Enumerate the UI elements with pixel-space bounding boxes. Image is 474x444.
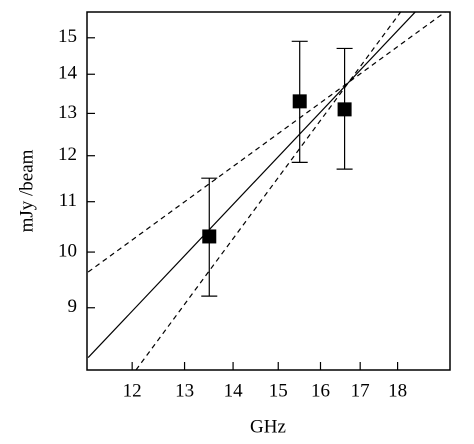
data-point [292, 94, 307, 109]
plot-frame [86, 11, 451, 371]
y-tick-label: 11 [59, 190, 77, 211]
x-tick-label: 15 [269, 380, 288, 401]
y-tick-label: 14 [58, 63, 78, 84]
y-tick-label: 10 [58, 240, 77, 261]
x-tick-label: 14 [224, 380, 244, 401]
x-axis-label: GHz [250, 416, 286, 437]
x-tick-label: 13 [175, 380, 194, 401]
fit-line [87, 12, 446, 273]
data-point [337, 102, 352, 117]
fit-line [135, 12, 402, 370]
x-tick-label: 12 [123, 380, 142, 401]
y-tick-label: 13 [58, 102, 77, 123]
y-tick-label: 12 [58, 144, 77, 165]
fit-lines [87, 12, 446, 370]
y-tick-label: 9 [68, 296, 78, 317]
fit-line [87, 12, 416, 359]
x-tick-label: 16 [311, 380, 330, 401]
data-point [202, 229, 217, 244]
x-tick-label: 17 [351, 380, 370, 401]
x-tick-label: 18 [388, 380, 407, 401]
y-tick-label: 15 [58, 26, 77, 47]
y-axis-label: mJy /beam [16, 149, 37, 232]
